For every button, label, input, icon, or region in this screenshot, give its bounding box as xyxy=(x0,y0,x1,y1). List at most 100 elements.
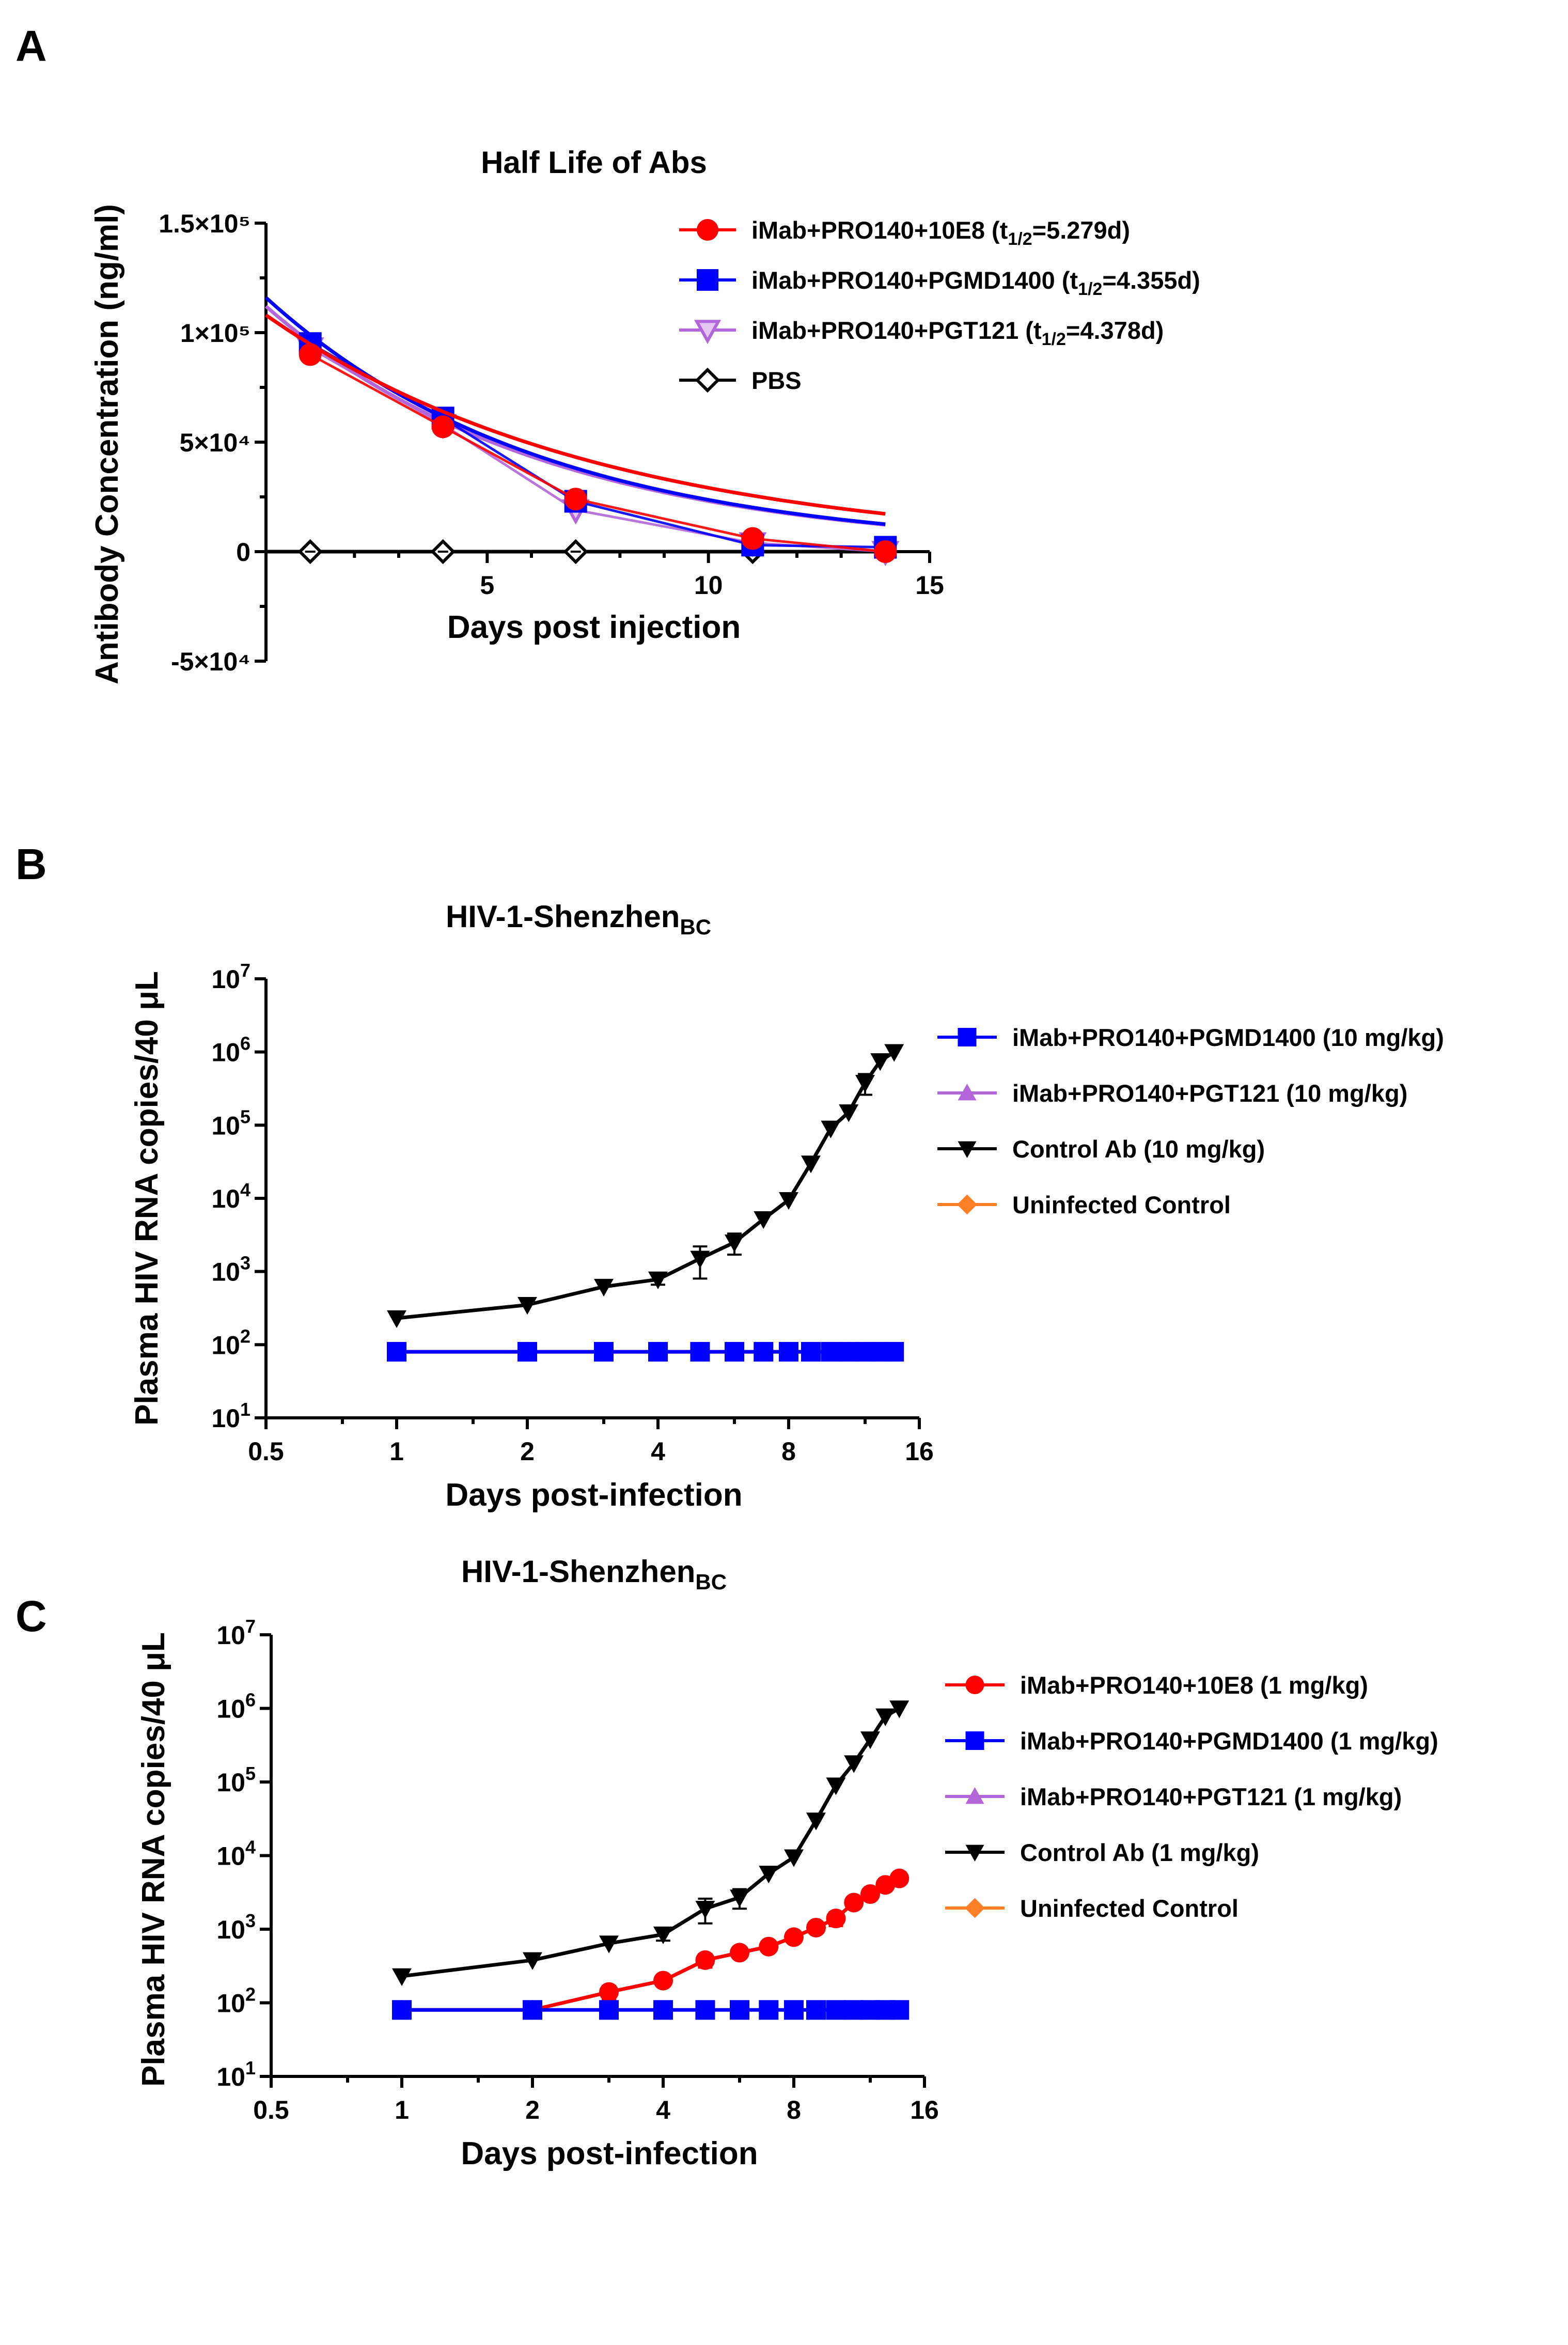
y-tick-label: 102 xyxy=(211,1325,250,1359)
legend-label: Uninfected Control xyxy=(1020,1895,1238,1922)
data-point xyxy=(690,1342,710,1362)
y-tick-base: 10 xyxy=(211,1404,240,1433)
title-subscript: BC xyxy=(695,1570,727,1594)
data-point xyxy=(806,1812,826,1831)
y-tick-label: 106 xyxy=(211,1033,250,1067)
x-tick-label: 2 xyxy=(520,1437,535,1466)
data-point xyxy=(839,1104,859,1122)
legend-label: Control Ab (10 mg/kg) xyxy=(1012,1135,1265,1163)
panel-letter-a: A xyxy=(15,22,47,70)
data-point xyxy=(523,1952,542,1970)
y-tick-exponent: 2 xyxy=(240,1325,250,1347)
y-tick-base: 10 xyxy=(211,965,240,994)
x-tick-label: 16 xyxy=(910,2096,939,2124)
data-point xyxy=(884,1342,904,1362)
y-tick-base: 10 xyxy=(211,1111,240,1140)
data-point xyxy=(889,2000,910,2020)
data-point xyxy=(759,1866,779,1884)
legend-item: Uninfected Control xyxy=(937,1191,1231,1218)
y-tick-exponent: 5 xyxy=(245,1763,256,1784)
x-tick-label: 1 xyxy=(389,1437,404,1466)
data-point xyxy=(724,1342,744,1362)
chart-B-ylabel: Plasma HIV RNA copies/40 μL xyxy=(129,971,165,1426)
y-tick-label: 107 xyxy=(211,960,250,994)
legend-label: iMab+PRO140+PGT121 (1 mg/kg) xyxy=(1020,1783,1402,1810)
y-tick-label: 102 xyxy=(216,1984,256,2018)
chart-A-ylabel: Antibody Concentration (ng/ml) xyxy=(89,204,125,684)
legend-text: iMab+PRO140+PGT121 (t xyxy=(751,317,1042,344)
legend-label: iMab+PRO140+PGMD1400 (10 mg/kg) xyxy=(1012,1024,1444,1051)
legend-label: PBS xyxy=(751,367,802,394)
legend-text: iMab+PRO140+PGMD1400 (10 mg/kg) xyxy=(1012,1024,1444,1051)
data-point xyxy=(801,1342,821,1362)
legend-text-suffix: =4.378d) xyxy=(1066,317,1164,344)
legend-item: iMab+PRO140+PGT121 (t1/2=4.378d) xyxy=(679,317,1164,349)
legend-text: Control Ab (1 mg/kg) xyxy=(1020,1839,1259,1866)
data-point xyxy=(564,488,587,511)
legend-item: iMab+PRO140+PGMD1400 (t1/2=4.355d) xyxy=(679,267,1200,299)
series-line xyxy=(396,1050,896,1320)
y-tick-exponent: 4 xyxy=(240,1179,250,1200)
chart-B-xlabel: Days post-infection xyxy=(445,1477,742,1513)
data-point xyxy=(784,1849,804,1867)
data-point xyxy=(653,2000,673,2020)
data-point xyxy=(844,1755,864,1773)
data-point xyxy=(784,2000,804,2020)
data-point xyxy=(875,1708,896,1726)
legend-text-suffix: =5.279d) xyxy=(1032,216,1130,244)
data-point xyxy=(759,2000,779,2020)
legend-marker xyxy=(965,1787,984,1804)
y-tick-base: 10 xyxy=(216,1695,245,1724)
y-tick-exponent: 6 xyxy=(245,1690,256,1711)
legend-label: iMab+PRO140+10E8 (t1/2=5.279d) xyxy=(751,216,1130,249)
x-tick-label: 4 xyxy=(656,2096,670,2124)
data-point xyxy=(599,1935,619,1953)
y-tick-label: -5×10⁴ xyxy=(171,647,250,676)
title-subscript: BC xyxy=(680,915,711,939)
data-point xyxy=(648,1342,668,1362)
data-point xyxy=(695,1950,715,1970)
x-tick-label: 5 xyxy=(480,571,494,600)
y-tick-label: 0 xyxy=(236,538,250,567)
series-Control Ab (1 mg/kg) xyxy=(392,1700,910,1986)
data-point xyxy=(855,1074,875,1093)
panel-letter-b: B xyxy=(15,840,47,888)
y-tick-base: 10 xyxy=(211,1258,240,1287)
data-point xyxy=(741,527,764,550)
legend-item: iMab+PRO140+PGT121 (1 mg/kg) xyxy=(945,1783,1402,1810)
data-point xyxy=(392,2000,412,2020)
y-tick-base: 10 xyxy=(216,1842,245,1871)
y-tick-label: 5×10⁴ xyxy=(180,428,250,457)
legend-subscript: 1/2 xyxy=(1042,330,1066,349)
data-point xyxy=(801,1155,821,1174)
legend-item: Control Ab (10 mg/kg) xyxy=(937,1135,1265,1163)
x-tick-label: 1 xyxy=(395,2096,409,2124)
legend-text: iMab+PRO140+PGMD1400 (t xyxy=(751,267,1078,294)
data-point xyxy=(299,343,322,366)
chart-A-title: Half Life of Abs xyxy=(481,145,707,180)
data-point xyxy=(599,1982,619,2002)
y-tick-exponent: 2 xyxy=(245,1984,256,2005)
x-tick-label: 0.5 xyxy=(253,2096,289,2124)
panel-letter-c: C xyxy=(15,1592,47,1640)
legend-text: iMab+PRO140+PGT121 (10 mg/kg) xyxy=(1012,1080,1407,1107)
title-main: HIV-1-Shenzhen xyxy=(461,1554,695,1589)
legend-subscript: 1/2 xyxy=(1078,279,1102,299)
title-main: HIV-1-Shenzhen xyxy=(446,899,680,934)
data-point xyxy=(690,1250,710,1269)
y-tick-label: 104 xyxy=(216,1837,256,1871)
series-iMab+PRO140+PGMD1400 (1 mg/kg) xyxy=(392,2000,910,2020)
y-tick-exponent: 4 xyxy=(245,1837,256,1858)
chart-C-xlabel: Days post-infection xyxy=(461,2136,758,2171)
legend-item: iMab+PRO140+PGT121 (10 mg/kg) xyxy=(937,1080,1407,1107)
legend-text: Control Ab (10 mg/kg) xyxy=(1012,1135,1265,1163)
legend-marker xyxy=(958,1084,977,1101)
legend-marker xyxy=(697,269,718,291)
chart-C-ylabel: Plasma HIV RNA copies/40 μL xyxy=(136,1632,171,2087)
legend-item: PBS xyxy=(679,367,802,394)
x-tick-label: 8 xyxy=(787,2096,801,2124)
y-tick-base: 10 xyxy=(211,1038,240,1067)
series-iMab+PRO140+10E8 (1 mg/kg) xyxy=(392,1868,910,2020)
y-tick-base: 10 xyxy=(211,1184,240,1213)
